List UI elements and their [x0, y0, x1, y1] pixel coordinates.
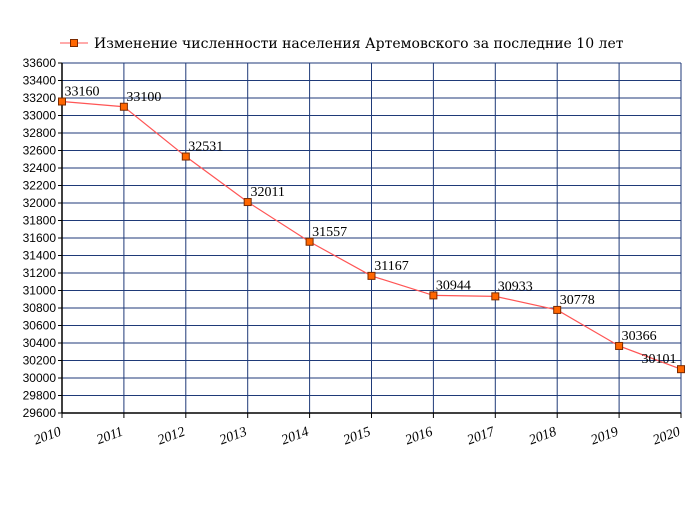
- legend: Изменение численности населения Артемовс…: [60, 36, 624, 52]
- data-label: 30366: [622, 329, 657, 344]
- x-tick-label: 2013: [218, 425, 249, 449]
- y-tick-label: 33400: [23, 74, 57, 88]
- data-point: [305, 237, 314, 246]
- y-tick-label: 29600: [23, 406, 57, 420]
- data-label: 32011: [250, 185, 284, 200]
- y-tick-label: 32400: [23, 161, 57, 175]
- data-point: [429, 291, 438, 300]
- x-tick-label: 2011: [95, 425, 125, 448]
- data-point: [615, 341, 624, 350]
- y-tick-label: 31600: [23, 231, 57, 245]
- data-point: [181, 152, 190, 161]
- data-label: 32531: [188, 140, 223, 155]
- y-tick-label: 32200: [23, 179, 57, 193]
- plot-area: 29600 29800 30000 30200 30400 30600 30800 31000…: [23, 56, 685, 448]
- y-tick-label: 30400: [23, 336, 57, 350]
- y-tick-label: 33000: [23, 109, 57, 123]
- data-label: 31167: [374, 259, 408, 274]
- data-label: 30778: [560, 293, 595, 308]
- x-tick-label: 2018: [527, 425, 558, 449]
- y-tick-label: 31200: [23, 266, 57, 280]
- x-tick-label: 2014: [280, 425, 311, 449]
- data-point: [491, 292, 500, 301]
- x-tick-label: 2015: [341, 425, 372, 449]
- data-point: [677, 365, 685, 374]
- data-label: 31557: [312, 225, 347, 240]
- data-point: [367, 271, 376, 280]
- y-tick-label: 33600: [23, 56, 57, 70]
- y-tick-label: 30800: [23, 301, 57, 315]
- data-label: 33160: [65, 85, 100, 100]
- x-tick-label: 2017: [465, 424, 497, 448]
- data-label: 33100: [126, 90, 161, 105]
- y-tick-label: 31800: [23, 214, 57, 228]
- x-tick-label: 2020: [651, 425, 682, 449]
- y-tick-label: 32600: [23, 144, 57, 158]
- y-tick-label: 30000: [23, 371, 57, 385]
- y-tick-label: 32000: [23, 196, 57, 210]
- x-tick-label: 2010: [32, 425, 63, 449]
- x-tick-label: 2016: [403, 425, 434, 449]
- data-point: [243, 198, 252, 207]
- y-tick-label: 32800: [23, 126, 57, 140]
- y-tick-label: 30200: [23, 354, 57, 368]
- data-label: 30944: [436, 278, 471, 293]
- data-label: 30101: [642, 352, 677, 367]
- y-tick-label: 31000: [23, 284, 57, 298]
- y-tick-label: 33200: [23, 91, 57, 105]
- data-point: [58, 97, 66, 106]
- legend-label: Изменение численности населения Артемовс…: [94, 36, 624, 52]
- data-point: [553, 305, 562, 314]
- x-tick-label: 2012: [156, 425, 187, 449]
- y-tick-label: 31400: [23, 249, 57, 263]
- legend-marker: [70, 39, 78, 47]
- data-label: 30933: [498, 279, 533, 294]
- y-tick-label: 30600: [23, 319, 57, 333]
- data-point: [119, 102, 128, 111]
- y-tick-label: 29800: [23, 389, 57, 403]
- x-tick-label: 2019: [589, 425, 620, 449]
